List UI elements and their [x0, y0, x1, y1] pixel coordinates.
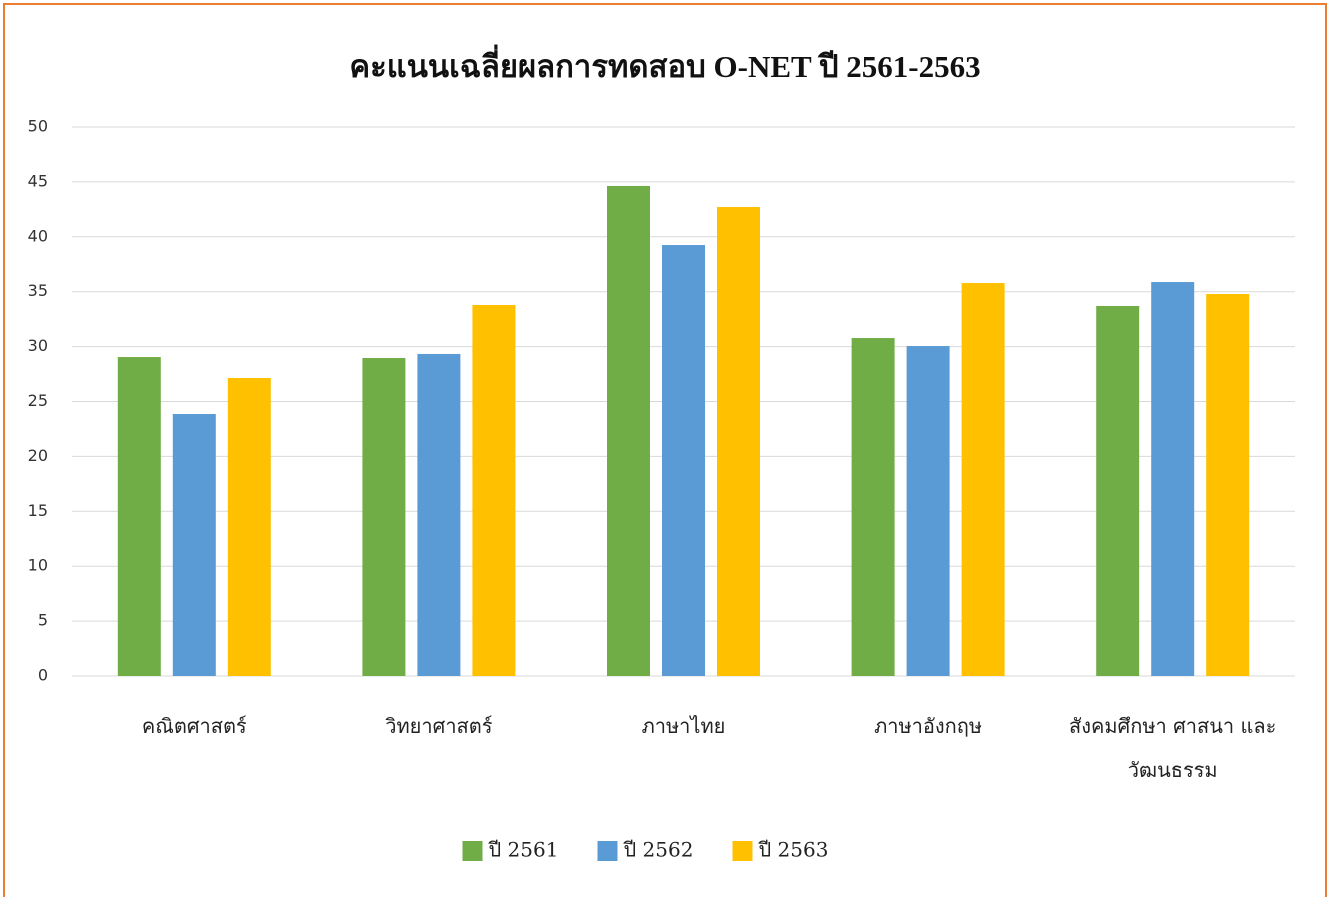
x-tick-label: คณิตศาสตร์ [141, 714, 247, 738]
legend-label: ปี 2561 [488, 838, 558, 862]
legend-label: ปี 2562 [623, 838, 693, 862]
bar [172, 414, 216, 676]
bar [1151, 282, 1195, 676]
bar [472, 304, 516, 676]
chart-title: คะแนนเฉลี่ยผลการทดสอบ O-NET ปี 2561-2563 [349, 44, 980, 84]
y-tick-label: 45 [28, 171, 48, 190]
bar [1206, 294, 1250, 676]
x-tick-label: ภาษาอังกฤษ [874, 714, 983, 738]
y-tick-label: 35 [28, 281, 48, 300]
y-tick-label: 50 [28, 117, 48, 136]
x-tick-label: วิทยาศาสตร์ [385, 714, 493, 738]
legend-swatch [732, 841, 753, 861]
y-tick-label: 25 [28, 391, 48, 410]
x-tick-label: ภาษาไทย [641, 714, 726, 738]
bar [717, 207, 760, 677]
bar [227, 378, 271, 676]
bar [117, 357, 161, 676]
y-tick-label: 30 [28, 336, 48, 355]
bar [362, 358, 406, 676]
y-tick-label: 5 [38, 611, 48, 630]
bar [607, 185, 650, 677]
y-tick-label: 40 [28, 226, 48, 245]
legend-swatch [597, 841, 618, 861]
bar [851, 338, 895, 676]
bar [961, 283, 1005, 676]
legend-swatch [462, 841, 483, 861]
bar [906, 346, 950, 676]
x-tick-label: สังคมศึกษา ศาสนา และวัฒนธรรม [1068, 714, 1277, 782]
bar [662, 245, 705, 676]
bar [417, 353, 461, 676]
y-tick-label: 0 [38, 666, 48, 685]
y-tick-label: 15 [28, 501, 48, 520]
legend-label: ปี 2563 [758, 838, 828, 862]
y-tick-label: 10 [28, 556, 48, 575]
y-tick-label: 20 [28, 446, 48, 465]
bar [1096, 305, 1140, 676]
